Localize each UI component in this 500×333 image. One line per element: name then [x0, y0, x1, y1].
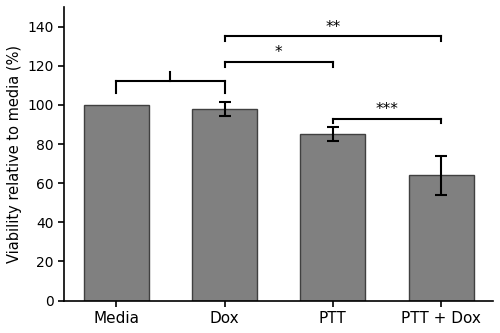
Text: ***: ***: [376, 102, 398, 117]
Y-axis label: Viability relative to media (%): Viability relative to media (%): [7, 45, 22, 263]
Bar: [84, 105, 148, 301]
Text: **: **: [325, 20, 340, 35]
Bar: [192, 109, 257, 301]
Text: *: *: [275, 45, 282, 60]
Bar: [408, 175, 474, 301]
Bar: [300, 134, 366, 301]
